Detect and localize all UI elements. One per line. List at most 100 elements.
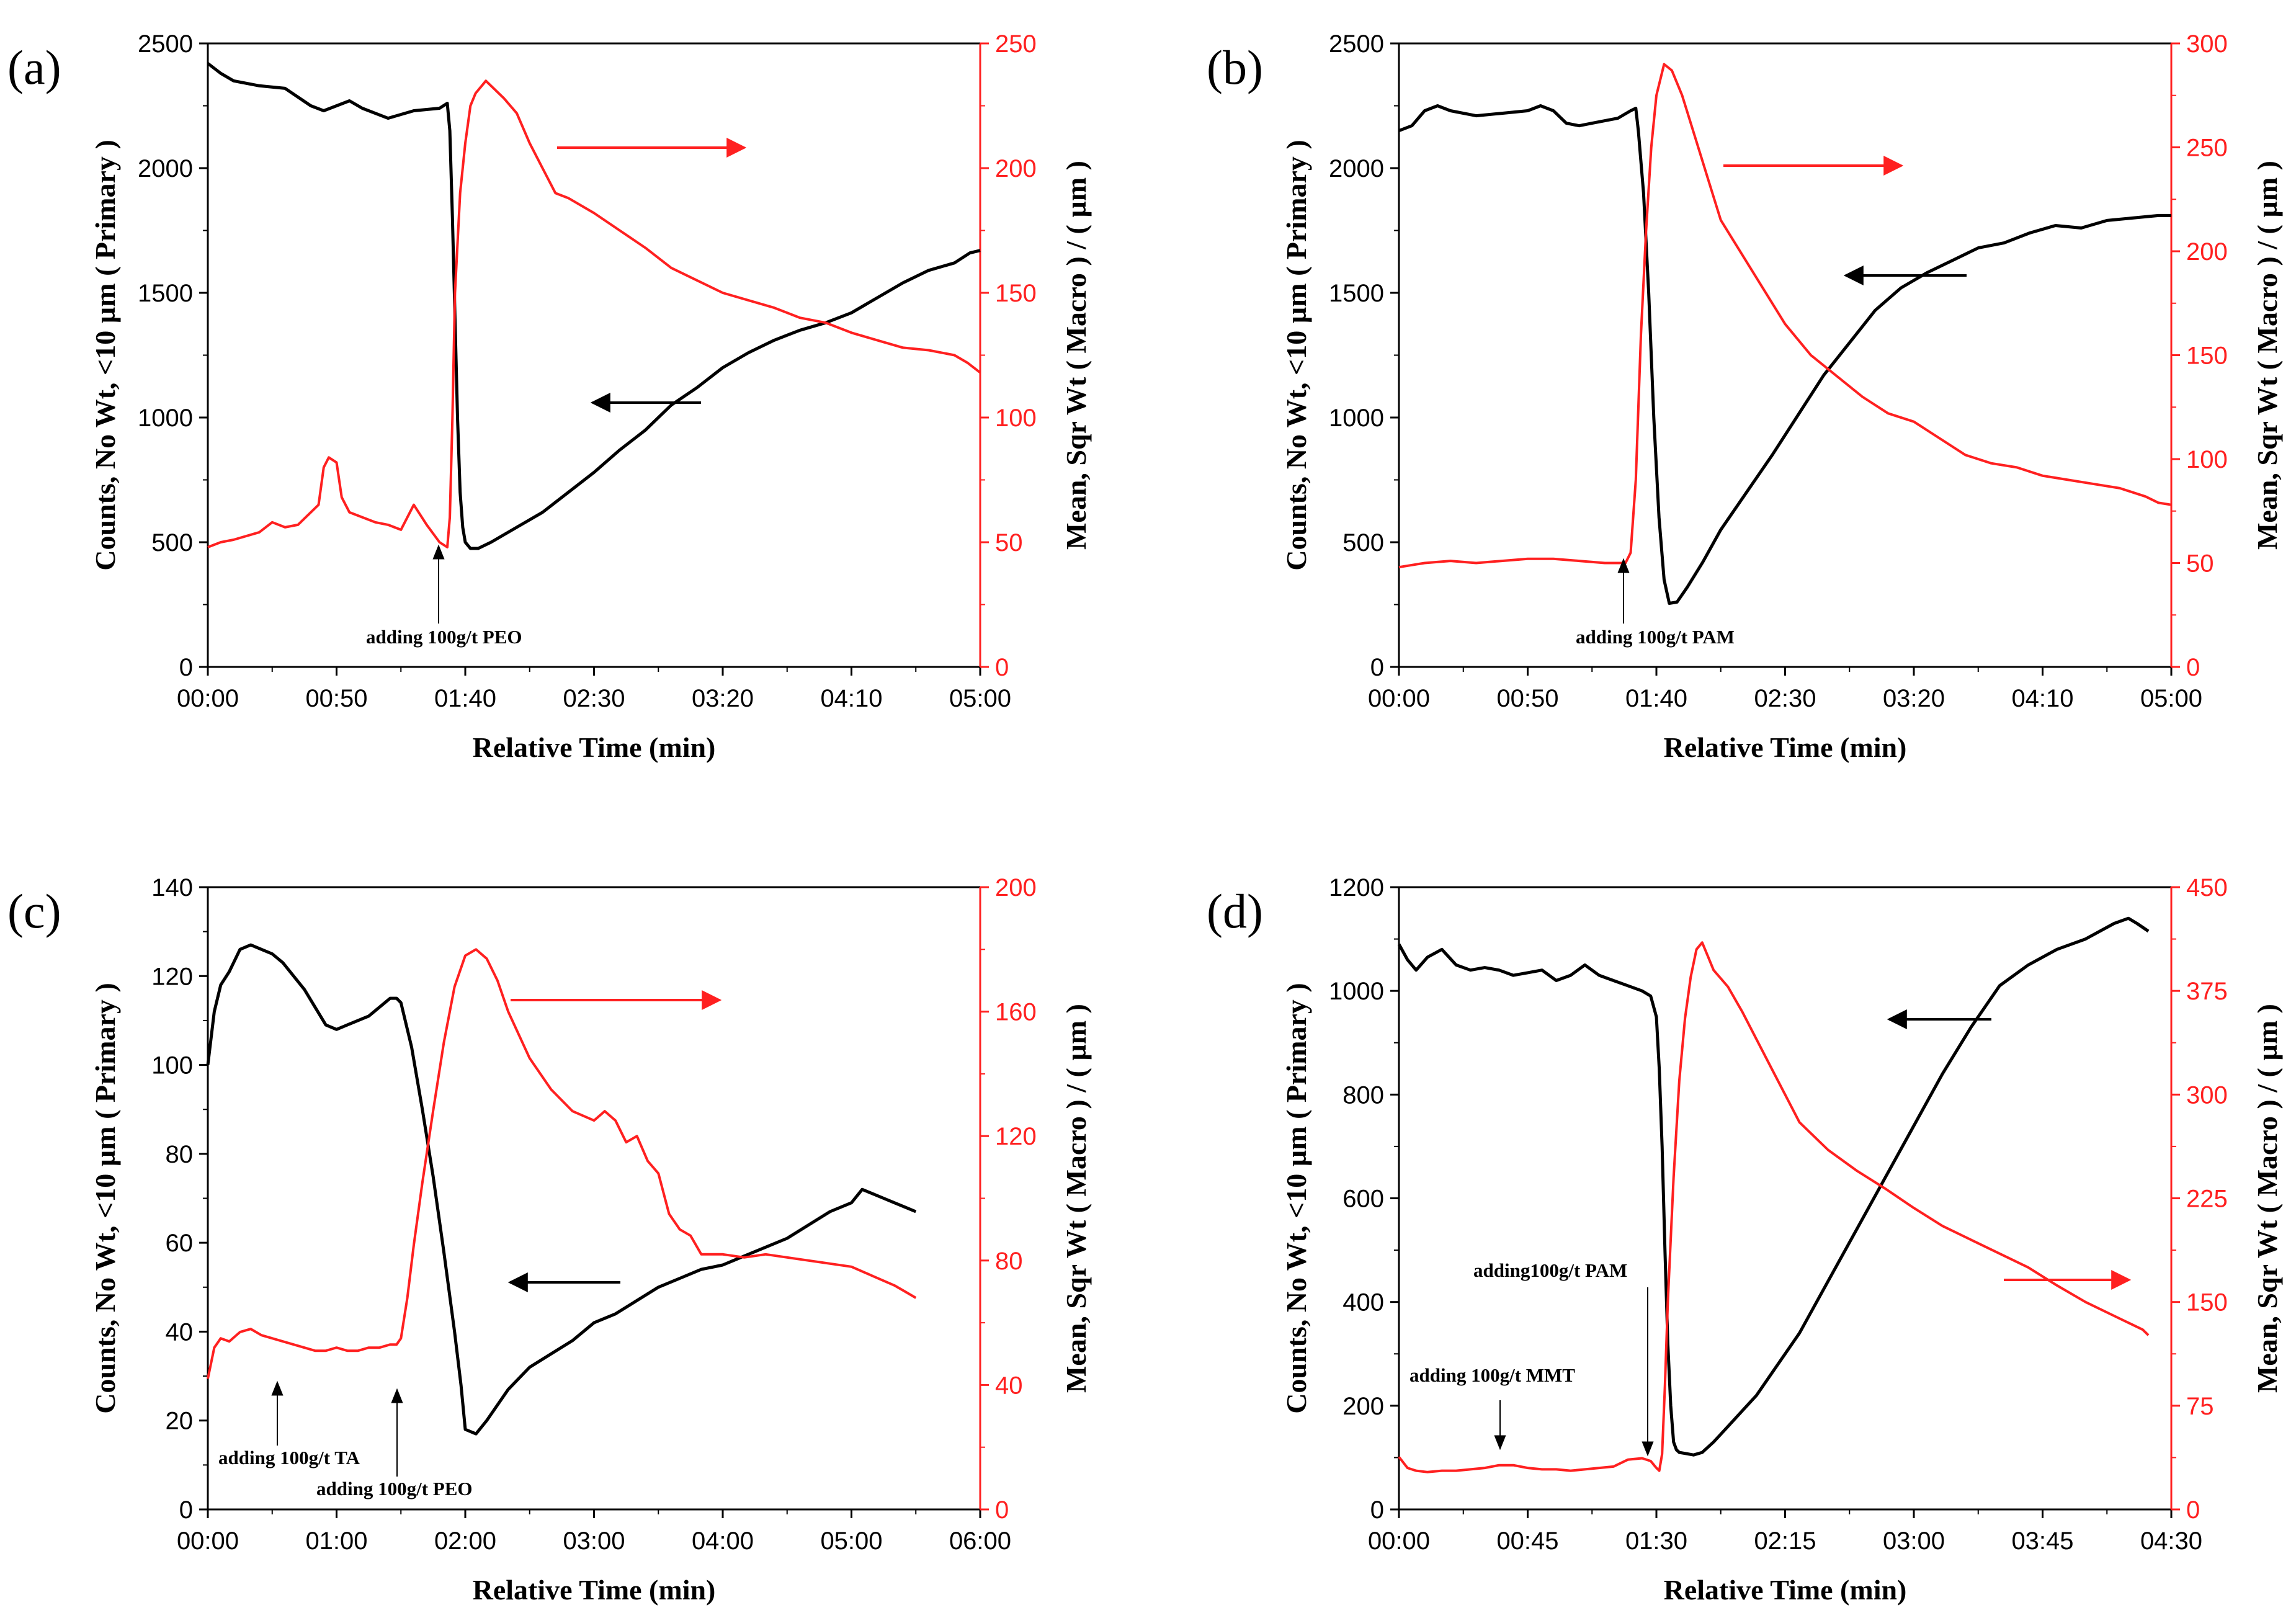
y-left-tick-label: 20 xyxy=(166,1408,194,1435)
mean-series-line xyxy=(1398,941,2150,1473)
x-tick-label: 04:10 xyxy=(820,685,882,712)
y-left-tick-label: 100 xyxy=(151,1052,193,1079)
y-right-tick-label: 120 xyxy=(995,1123,1037,1150)
x-axis-label: Relative Time (min) xyxy=(473,1574,716,1606)
y-left-tick-label: 2500 xyxy=(1329,30,1384,58)
x-tick-label: 06:00 xyxy=(949,1527,1011,1555)
annotation-label: adding 100g/t PAM xyxy=(1576,626,1735,648)
y-left-tick-label: 0 xyxy=(1370,1496,1384,1524)
x-tick-label: 03:45 xyxy=(2011,1527,2073,1555)
x-tick-label: 03:00 xyxy=(1883,1527,1945,1555)
mean-series-line xyxy=(207,79,981,548)
counts-series-line xyxy=(1397,916,2150,1457)
x-tick-label: 01:30 xyxy=(1625,1527,1687,1555)
x-tick-label: 01:40 xyxy=(1625,685,1687,712)
y-left-tick-label: 40 xyxy=(166,1318,194,1346)
y-left-tick-label: 1000 xyxy=(1329,978,1384,1005)
y-right-tick-label: 50 xyxy=(2186,550,2214,578)
x-tick-label: 01:00 xyxy=(305,1527,367,1555)
plot-lines xyxy=(206,943,917,1436)
x-tick-label: 03:00 xyxy=(563,1527,625,1555)
y-right-tick-label: 100 xyxy=(2186,446,2228,473)
y-right-tick-label: 375 xyxy=(2186,978,2228,1005)
mean-series-line xyxy=(207,948,917,1379)
y-right-tick-label: 100 xyxy=(995,404,1037,432)
annotation-label: adding 100g/t TA xyxy=(218,1447,360,1468)
y-right-tick-label: 0 xyxy=(995,654,1009,681)
x-axis-label: Relative Time (min) xyxy=(1664,731,1907,763)
x-tick-label: 00:00 xyxy=(1368,685,1430,712)
annotation-label: adding100g/t PAM xyxy=(1473,1259,1627,1281)
x-axis-label: Relative Time (min) xyxy=(1664,1574,1907,1606)
y-left-tick-label: 140 xyxy=(151,874,193,901)
y-axis-right-label: Mean, Sqr Wt ( Macro ) / ( µm ) xyxy=(1060,161,1092,550)
x-tick-label: 05:00 xyxy=(820,1527,882,1555)
annotation-label: adding 100g/t MMT xyxy=(1409,1364,1575,1386)
counts-series-line xyxy=(1398,104,2171,605)
direction-arrows xyxy=(1494,1009,2132,1457)
plot-lines xyxy=(1398,63,2172,605)
y-left-tick-label: 80 xyxy=(166,1141,194,1168)
y-axis-left-label: Counts, No Wt, <10 µm ( Primary ) xyxy=(1280,983,1312,1414)
y-left-tick-label: 120 xyxy=(151,963,193,990)
y-axis-right-label: Mean, Sqr Wt ( Macro ) / ( µm ) xyxy=(2251,1004,2283,1393)
x-axis-label: Relative Time (min) xyxy=(473,731,716,763)
y-left-tick-label: 0 xyxy=(1370,654,1384,681)
y-right-tick-label: 300 xyxy=(2186,30,2228,58)
y-axis-left: 0 500 1000 1500 2000 2500 xyxy=(138,30,209,681)
y-left-tick-label: 2000 xyxy=(138,155,193,182)
counts-series-line xyxy=(206,943,917,1436)
y-right-tick-label: 0 xyxy=(2186,1496,2200,1524)
panel-label: (b) xyxy=(1207,40,1263,94)
y-axis-left: 0 20 40 60 80 100 120 140 xyxy=(151,874,209,1524)
y-right-tick-label: 150 xyxy=(995,280,1037,307)
y-axis-left-label: Counts, No Wt, <10 µm ( Primary ) xyxy=(89,140,121,571)
annotations: adding 100g/t MMT adding100g/t PAM xyxy=(1409,1259,1627,1386)
y-right-tick-label: 200 xyxy=(995,874,1037,901)
y-left-tick-label: 600 xyxy=(1342,1186,1384,1213)
y-left-tick-label: 500 xyxy=(1342,529,1384,556)
y-right-tick-label: 150 xyxy=(2186,342,2228,370)
panel-label: (c) xyxy=(7,884,61,938)
chart-panel-d: (d) 00:00 00:45 01:30 02:15 03:00 03:45 04:30 … xyxy=(1207,874,2283,1606)
y-right-tick-label: 150 xyxy=(2186,1289,2228,1316)
x-tick-label: 02:00 xyxy=(434,1527,496,1555)
x-tick-label: 05:00 xyxy=(949,685,1011,712)
y-right-tick-label: 450 xyxy=(2186,874,2228,901)
y-axis-left-label: Counts, No Wt, <10 µm ( Primary ) xyxy=(89,983,121,1414)
y-right-tick-label: 200 xyxy=(995,155,1037,182)
x-tick-label: 05:00 xyxy=(2140,685,2202,712)
annotations: adding 100g/t PAM xyxy=(1576,626,1735,648)
y-left-tick-label: 1500 xyxy=(1329,280,1384,307)
x-tick-label: 03:20 xyxy=(1883,685,1945,712)
x-tick-label: 00:00 xyxy=(177,1527,239,1555)
annotation-label: adding 100g/t PEO xyxy=(366,626,522,648)
x-tick-label: 04:10 xyxy=(2011,685,2073,712)
chart-panel-c: (c) 00:00 01:00 02:00 03:00 04:00 05:00 06:00 … xyxy=(7,874,1092,1606)
x-tick-label: 04:00 xyxy=(692,1527,754,1555)
annotation-label: adding 100g/t PEO xyxy=(316,1478,473,1500)
x-tick-label: 00:50 xyxy=(305,685,367,712)
x-tick-label: 00:50 xyxy=(1496,685,1558,712)
direction-arrows xyxy=(432,138,747,624)
y-left-tick-label: 200 xyxy=(1342,1393,1384,1420)
y-left-tick-label: 60 xyxy=(166,1230,194,1257)
x-tick-label: 00:00 xyxy=(1368,1527,1430,1555)
x-tick-label: 02:30 xyxy=(1754,685,1816,712)
plot-lines xyxy=(207,62,981,550)
x-axis: 00:00 00:50 01:40 02:30 03:20 04:10 05:00 xyxy=(1368,42,2202,712)
y-axis-right: 0 50 100 150 200 250 xyxy=(979,30,1037,681)
y-left-tick-label: 0 xyxy=(179,654,193,681)
x-tick-label: 00:45 xyxy=(1496,1527,1558,1555)
direction-arrows xyxy=(271,990,722,1477)
y-left-tick-label: 1000 xyxy=(138,404,193,432)
x-axis: 00:00 00:50 01:40 02:30 03:20 04:10 05:00 xyxy=(177,42,1011,712)
y-left-tick-label: 2000 xyxy=(1329,155,1384,182)
y-right-tick-label: 50 xyxy=(995,529,1023,556)
annotations: adding 100g/t TA adding 100g/t PEO xyxy=(218,1447,473,1500)
y-right-tick-label: 160 xyxy=(995,999,1037,1026)
y-axis-left: 0 200 400 600 800 1000 1200 xyxy=(1329,874,1400,1524)
y-left-tick-label: 1500 xyxy=(138,280,193,307)
x-tick-label: 02:30 xyxy=(563,685,625,712)
